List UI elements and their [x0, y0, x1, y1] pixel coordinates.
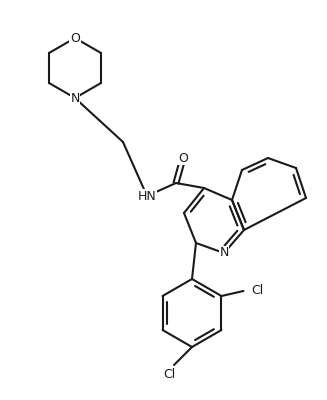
Text: Cl: Cl — [163, 368, 175, 382]
Text: Cl: Cl — [251, 284, 264, 298]
Text: O: O — [178, 152, 188, 164]
Text: N: N — [70, 92, 80, 104]
Text: O: O — [70, 32, 80, 44]
Text: HN: HN — [138, 190, 156, 202]
Text: N: N — [219, 246, 229, 260]
